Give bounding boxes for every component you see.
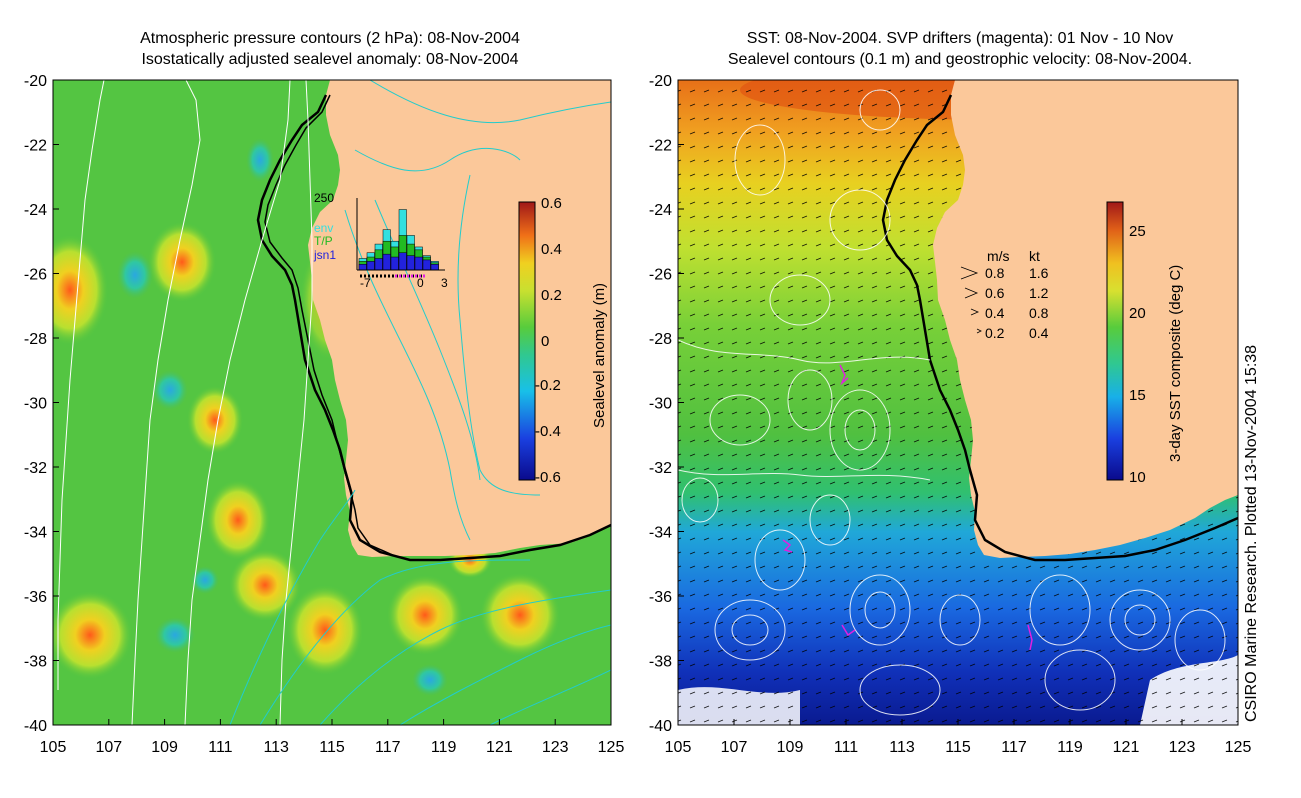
right-cb-tick: 20 — [1129, 305, 1146, 322]
inset-xtick: 3 — [441, 276, 448, 290]
x-tick-label: 105 — [40, 739, 67, 756]
inset-legend-tp: T/P — [314, 234, 333, 248]
key-arrow-02 — [976, 328, 982, 334]
left-cb-tick: 0.2 — [541, 287, 562, 304]
x-tick-label: 125 — [598, 739, 625, 756]
x-tick-label: 113 — [889, 739, 915, 756]
x-tick-label: 109 — [777, 739, 804, 756]
x-tick-label: 123 — [1169, 739, 1196, 756]
y-tick-label: -26 — [24, 267, 47, 284]
y-tick-label: -24 — [24, 202, 47, 219]
key-kt: 1.6 — [1029, 265, 1049, 281]
x-tick-label: 119 — [1057, 739, 1083, 756]
left-colorbar: 0.6 0.4 0.2 0 -0.2 -0.4 -0.6 Sealevel an… — [518, 195, 608, 486]
left-cb-tick: -0.2 — [535, 377, 561, 394]
key-ms: 0.6 — [985, 285, 1005, 301]
key-arrow-08 — [960, 266, 979, 280]
velocity-key: m/s kt 0.8 1.6 0.6 1.2 0.4 0.8 0.2 0.4 — [960, 248, 1049, 341]
right-title-line2: Sealevel contours (0.1 m) and geostrophi… — [727, 51, 1193, 68]
left-map — [52, 79, 612, 726]
y-tick-label: -32 — [24, 460, 47, 477]
y-tick-label: -28 — [649, 331, 672, 348]
left-colorbar-label: Sealevel anomaly (m) — [591, 283, 608, 428]
x-tick-label: 121 — [1113, 739, 1140, 756]
x-tick-label: 117 — [375, 739, 401, 756]
x-tick-label: 123 — [542, 739, 569, 756]
y-tick-label: -38 — [24, 654, 47, 671]
y-tick-label: -20 — [649, 73, 672, 90]
x-tick-label: 113 — [263, 739, 289, 756]
inset-xtick: 0 — [417, 276, 424, 290]
right-title-line1: SST: 08-Nov-2004. SVP drifters (magenta)… — [746, 30, 1174, 47]
y-tick-label: -30 — [24, 396, 47, 413]
right-map — [677, 79, 1239, 726]
left-title-line2: Isostatically adjusted sealevel anomaly:… — [141, 51, 519, 68]
y-tick-label: -36 — [24, 589, 47, 606]
left-cb-tick: 0.4 — [541, 241, 562, 258]
x-tick-label: 105 — [665, 739, 692, 756]
y-tick-label: -22 — [649, 138, 672, 155]
left-colorbar-bar — [518, 201, 536, 481]
x-tick-label: 109 — [151, 739, 178, 756]
inset-legend-jsn1: jsn1 — [313, 248, 336, 262]
x-tick-label: 117 — [1001, 739, 1027, 756]
y-tick-label: -24 — [649, 202, 672, 219]
y-tick-label: -22 — [24, 138, 47, 155]
credit-text: CSIRO Marine Research. Plotted 13-Nov-20… — [1243, 344, 1260, 722]
key-ms: 0.8 — [985, 265, 1005, 281]
y-tick-label: -32 — [649, 460, 672, 477]
right-map-land — [933, 80, 1238, 558]
x-tick-label: 107 — [721, 739, 748, 756]
x-tick-label: 111 — [208, 739, 232, 756]
left-cb-tick: 0.6 — [541, 195, 562, 212]
y-tick-label: -34 — [24, 525, 47, 542]
inset-histogram: 250 env T/P jsn1 -7 0 3 — [313, 191, 448, 290]
key-kt: 0.8 — [1029, 305, 1049, 321]
key-arrow-04 — [970, 308, 980, 316]
y-tick-label: -20 — [24, 73, 47, 90]
key-header-kt: kt — [1029, 248, 1040, 264]
key-ms: 0.4 — [985, 305, 1005, 321]
inset-bars — [358, 209, 439, 271]
y-tick-label: -26 — [649, 267, 672, 284]
right-colorbar: 25 20 15 10 3-day SST composite (deg C) — [1106, 201, 1184, 486]
left-title: Atmospheric pressure contours (2 hPa): 0… — [40, 28, 620, 70]
x-tick-label: 115 — [945, 739, 971, 756]
key-kt: 0.4 — [1029, 325, 1049, 341]
right-title: SST: 08-Nov-2004. SVP drifters (magenta)… — [660, 28, 1260, 70]
key-ms: 0.2 — [985, 325, 1005, 341]
x-tick-label: 121 — [486, 739, 513, 756]
y-tick-label: -36 — [649, 589, 672, 606]
left-cb-tick: 0 — [541, 333, 549, 350]
y-tick-label: -28 — [24, 331, 47, 348]
y-tick-label: -30 — [649, 396, 672, 413]
inset-ymax: 250 — [314, 191, 334, 205]
inset-xtick: -7 — [360, 276, 371, 290]
right-cb-tick: 25 — [1129, 223, 1146, 240]
x-tick-label: 115 — [319, 739, 345, 756]
y-tick-label: -38 — [649, 654, 672, 671]
x-tick-label: 107 — [95, 739, 122, 756]
x-tick-label: 125 — [1225, 739, 1252, 756]
key-arrow-06 — [964, 287, 979, 299]
right-colorbar-label: 3-day SST composite (deg C) — [1167, 265, 1184, 462]
left-cb-tick: -0.4 — [535, 423, 561, 440]
right-cb-tick: 15 — [1129, 387, 1146, 404]
left-cb-tick: -0.6 — [535, 469, 561, 486]
y-tick-label: -40 — [24, 718, 47, 735]
inset-legend-env: env — [314, 221, 333, 235]
x-tick-label: 119 — [431, 739, 457, 756]
right-cb-tick: 10 — [1129, 469, 1146, 486]
key-header-ms: m/s — [987, 248, 1010, 264]
left-title-line1: Atmospheric pressure contours (2 hPa): 0… — [140, 30, 520, 47]
y-tick-label: -40 — [649, 718, 672, 735]
y-tick-label: -34 — [649, 525, 672, 542]
key-kt: 1.2 — [1029, 285, 1049, 301]
x-tick-label: 111 — [834, 739, 858, 756]
right-colorbar-bar — [1106, 201, 1124, 481]
